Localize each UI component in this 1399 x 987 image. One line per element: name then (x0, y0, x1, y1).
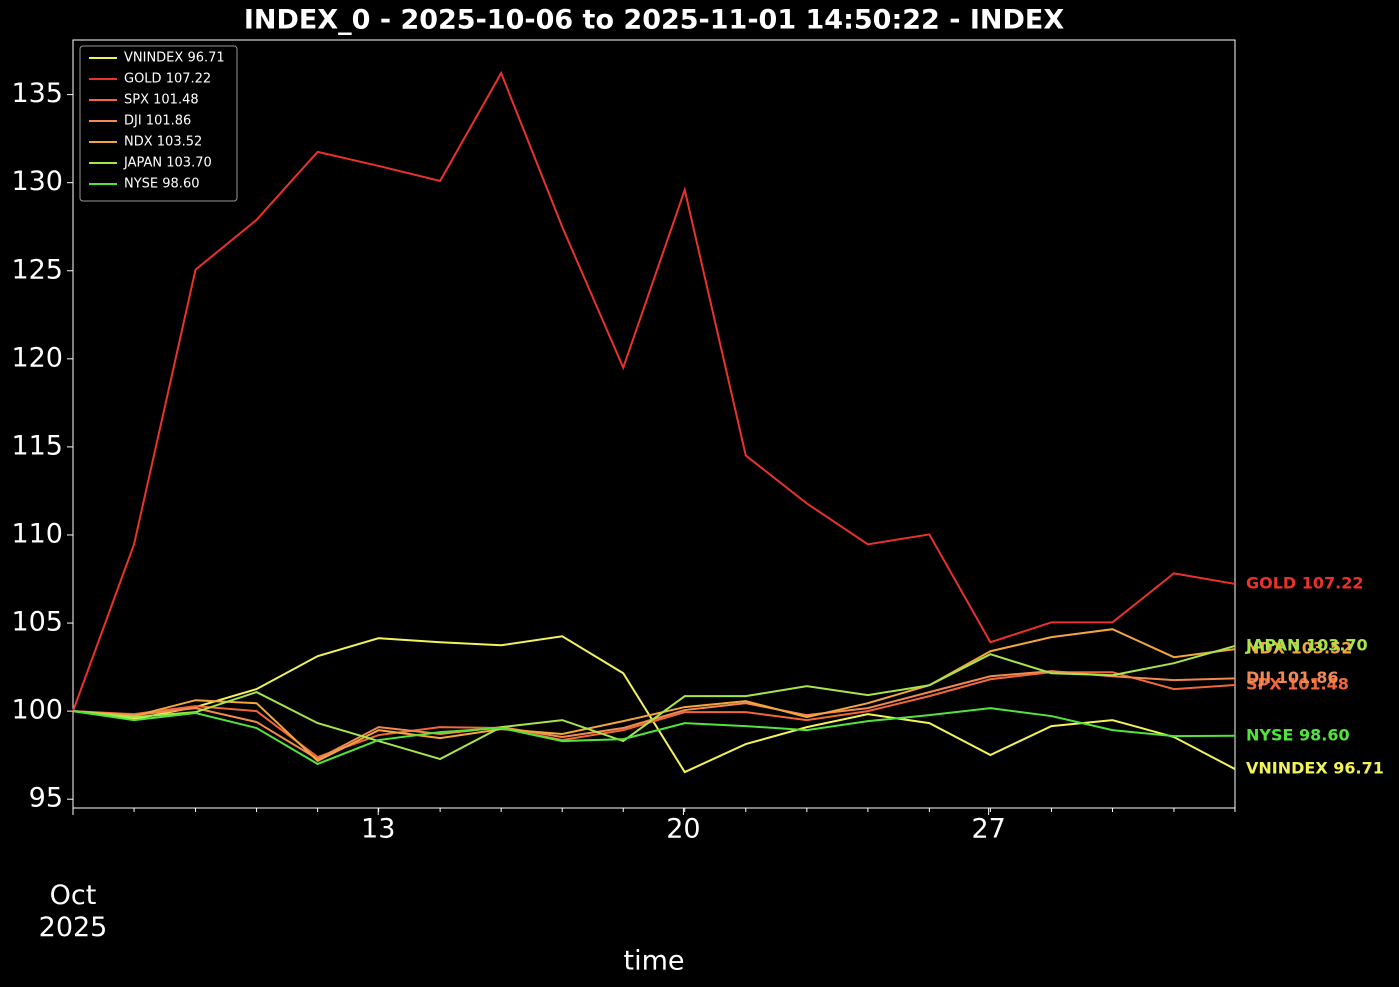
end-label: VNINDEX 96.71 (1246, 759, 1384, 778)
series-line (72, 671, 1236, 759)
y-tick-label: 95 (29, 783, 63, 814)
series-line (72, 70, 1236, 712)
y-tick-label: 130 (11, 166, 63, 197)
legend-box (79, 45, 238, 202)
chart-title: INDEX_0 - 2025-10-06 to 2025-11-01 14:50… (244, 5, 1064, 36)
legend-label: NDX 103.52 (124, 135, 202, 150)
x-tick-label: 13 (361, 814, 395, 845)
x-tick-label: Oct 2025 (39, 880, 108, 943)
x-axis-label: time (623, 946, 684, 977)
y-tick-label: 125 (11, 254, 63, 285)
y-tick-label: 135 (11, 78, 63, 109)
legend-label: JAPAN 103.70 (123, 156, 212, 171)
y-tick-label: 105 (11, 607, 63, 638)
x-tick-label: 20 (666, 814, 700, 845)
series-line (72, 628, 1236, 763)
end-label: NDX 103.52 (1246, 639, 1352, 658)
end-label: SPX 101.48 (1246, 675, 1349, 694)
series-line (72, 707, 1236, 766)
end-label: JAPAN 103.70 (1245, 635, 1368, 654)
y-tick-label: 110 (11, 518, 63, 549)
legend-label: DJI 101.86 (124, 114, 191, 129)
legend-label: VNINDEX 96.71 (124, 51, 225, 66)
plot-frame (72, 39, 1236, 809)
end-label: DJI 101.86 (1246, 668, 1339, 687)
y-tick-label: 100 (11, 695, 63, 726)
end-label: NYSE 98.60 (1246, 725, 1350, 744)
x-tick-label: 27 (971, 814, 1005, 845)
legend-label: NYSE 98.60 (124, 177, 199, 192)
end-label: GOLD 107.22 (1246, 573, 1364, 592)
y-tick-label: 115 (11, 430, 63, 461)
series-line (72, 635, 1236, 774)
legend-label: SPX 101.48 (124, 93, 199, 108)
legend-label: GOLD 107.22 (124, 72, 211, 87)
y-tick-label: 120 (11, 342, 63, 373)
series-line (72, 644, 1236, 761)
